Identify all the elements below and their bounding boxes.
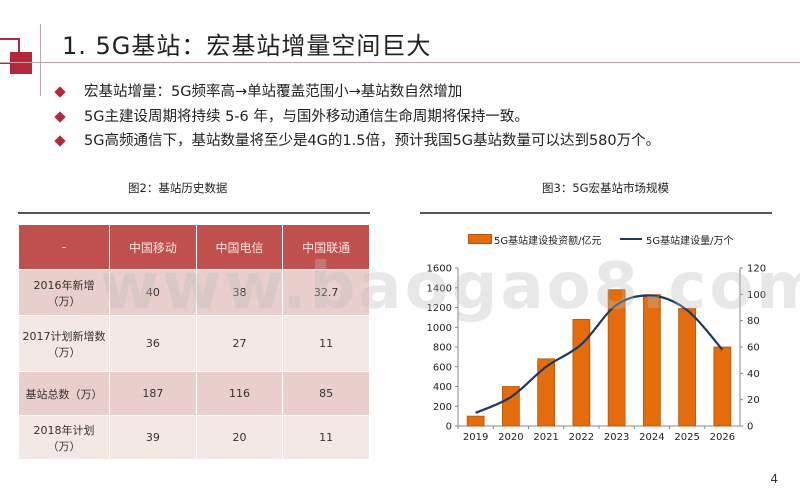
diamond-bullet-icon [54,110,66,123]
row-label: 2017计划新增数（万） [18,315,110,372]
series-line [475,294,724,414]
bar [537,358,555,427]
x-tick-label: 2023 [604,432,629,443]
market-size-chart: 0 200 400 600 800 1000 1200 1400 1600 0 20 40 60 80 10… [427,264,767,444]
table-header-cell: - [18,224,110,270]
bar [678,308,696,427]
bar [466,415,485,427]
table-cell: 27 [195,315,284,372]
legend-line-swatch [620,238,642,240]
table-caption: 图2：基站历史数据 [128,181,228,195]
table-cell: 38 [195,269,284,316]
bar [607,289,626,427]
diamond-bullet-icon [54,86,66,98]
legend-bar-swatch [468,234,492,244]
table-cell: 85 [282,371,370,416]
left-tick-label: 1400 [427,283,452,294]
right-tick-label: 20 [747,395,760,406]
bullet-item: 5G主建设周期将持续 5-6 年，与国外移动通信生命周期将保持一致。 [52,105,660,130]
x-tick-label: 2021 [533,432,558,443]
history-table: - 中国移动 中国电信 中国联通 2016年新增（万） 40 38 32.7 2… [18,224,370,460]
table-row: 2016年新增（万） 40 38 32.7 [18,269,370,316]
table-cell: 116 [195,371,284,416]
header-vertical-rule [40,24,41,96]
left-tick-label: 200 [433,402,452,413]
header-horizontal-rule [0,62,800,63]
header-square-filled [10,52,32,74]
row-label: 基站总数（万） [18,371,110,416]
left-tick-label: 800 [433,343,452,354]
chart-top-rule [420,212,772,214]
left-tick-label: 1600 [427,264,452,275]
table-cell: 11 [282,315,370,372]
right-tick-label: 120 [747,264,766,275]
chart-caption: 图3：5G宏基站市场规模 [542,181,670,195]
x-tick-label: 2019 [463,432,488,443]
bullet-list: 宏基站增量：5G频率高→单站覆盖范围小→基站数自然增加 5G主建设周期将持续 5… [52,80,660,154]
bar [713,346,732,427]
table-cell: 20 [195,415,284,460]
right-tick-label: 80 [747,316,760,327]
right-tick-label: 40 [747,369,760,380]
page-number: 4 [770,472,778,486]
bar [572,318,591,427]
right-tick-label: 100 [747,290,766,301]
legend-line-label: 5G基站建设量/万个 [646,236,734,247]
bullet-item: 5G高频通信下，基站数量将至少是4G的1.5倍，预计我国5G基站数量可以达到58… [52,129,660,154]
diamond-bullet-icon [54,135,66,147]
table-row: 基站总数（万） 187 116 85 [18,371,370,416]
table-cell: 40 [109,269,197,316]
x-tick-label: 2024 [639,432,664,443]
table-row: 2018年计划（万） 39 20 11 [18,415,370,460]
row-label: 2018年计划（万） [18,415,110,460]
left-tick-label: 1200 [427,303,452,314]
row-label: 2016年新增（万） [18,269,110,316]
left-tick-label: 1000 [427,323,452,334]
left-tick-label: 0 [446,422,452,433]
bullet-item: 宏基站增量：5G频率高→单站覆盖范围小→基站数自然增加 [52,80,660,105]
bar [502,386,520,427]
x-tick-label: 2020 [498,432,523,443]
x-tick-label: 2026 [710,432,735,443]
x-tick-label: 2025 [674,432,699,443]
table-cell: 187 [109,371,197,416]
slide-title: 1. 5G基站：宏基站增量空间巨大 [62,32,432,60]
table-header-cell: 中国电信 [195,224,284,270]
legend-bar-label: 5G基站建设投资额/亿元 [494,236,602,247]
left-tick-label: 600 [433,362,452,373]
watermark: www.baogao8.com [100,250,800,324]
table-cell: 39 [109,415,197,460]
right-tick-label: 0 [747,422,753,433]
left-tick-label: 400 [433,382,452,393]
x-tick-label: 2022 [569,432,594,443]
table-top-rule [18,212,370,214]
right-tick-label: 60 [747,343,760,354]
table-row: 2017计划新增数（万） 36 27 11 [18,315,370,372]
table-cell: 11 [282,415,370,460]
